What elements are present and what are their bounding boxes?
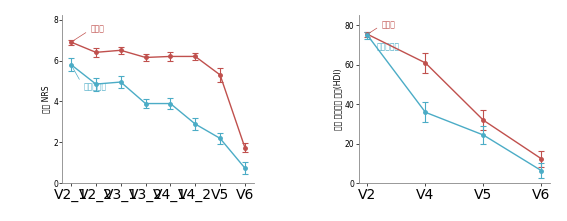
Text: 약침치료군: 약침치료군 xyxy=(369,37,399,51)
Text: 대조군: 대조군 xyxy=(370,20,396,33)
Y-axis label: 두통 NRS: 두통 NRS xyxy=(41,86,50,113)
Text: 약침치료군: 약침치료군 xyxy=(73,67,107,91)
Text: 대조군: 대조군 xyxy=(73,25,105,41)
Y-axis label: 두통 기능장애 지수(HDI): 두통 기능장애 지수(HDI) xyxy=(333,69,342,130)
